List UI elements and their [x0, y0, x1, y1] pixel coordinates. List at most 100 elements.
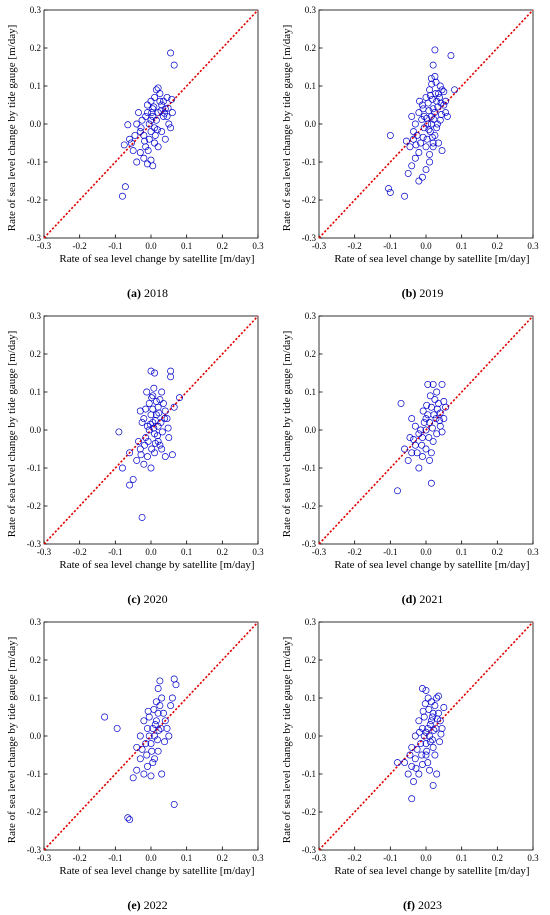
data-point [419, 707, 427, 715]
data-point [148, 445, 156, 453]
x-tick-label: 0.0 [420, 241, 432, 251]
data-point [136, 732, 144, 740]
data-point [135, 437, 142, 445]
caption-year: 2021 [419, 592, 444, 606]
y-tick-label: 0.3 [305, 5, 317, 15]
data-point [421, 700, 429, 708]
data-point [156, 702, 164, 710]
data-point [138, 513, 146, 521]
data-point [438, 86, 446, 94]
data-point [113, 724, 121, 732]
data-point [435, 139, 442, 147]
caption-2021: (d) 2021 [285, 592, 550, 607]
data-point [160, 97, 167, 105]
data-point [404, 770, 412, 778]
data-point [401, 759, 409, 767]
data-point [408, 762, 416, 770]
data-point [155, 409, 163, 417]
y-tick-label: 0.1 [30, 81, 41, 91]
data-point [411, 755, 419, 763]
data-point [149, 162, 157, 170]
data-point [411, 154, 419, 162]
scatter-panel-2021: -0.3 -0.2 -0.1 0.0 0.1 0.2 0.3 -0.3 -0.2 -0.1 0.0 0… [281, 311, 539, 571]
x-tick-label: 0.1 [456, 547, 467, 557]
data-point [165, 434, 173, 442]
data-point [386, 188, 394, 196]
data-point [126, 449, 134, 457]
data-point [140, 131, 148, 139]
data-point [429, 743, 437, 751]
y-tick-label: -0.1 [302, 463, 316, 473]
data-point [154, 143, 162, 151]
data-point [429, 139, 437, 147]
data-point [145, 426, 153, 434]
data-point [149, 724, 157, 732]
data-point [394, 759, 401, 767]
y-axis-label: Rate of sea level change by tide gauge [… [6, 637, 18, 843]
x-axis-label: Rate of sea level change by satellite [m… [334, 559, 529, 571]
data-point [433, 715, 441, 723]
data-point [147, 128, 155, 136]
data-point [430, 411, 438, 419]
caption-2022: (e) 2022 [10, 898, 285, 913]
data-point [147, 464, 155, 472]
data-point [424, 120, 432, 128]
data-point [158, 445, 166, 453]
data-point [424, 724, 432, 732]
y-tick-label: -0.2 [302, 807, 316, 817]
data-point [416, 97, 424, 105]
data-point [418, 441, 426, 449]
data-point [426, 158, 434, 166]
data-point [127, 139, 135, 147]
data-point [133, 158, 141, 166]
data-point [158, 428, 166, 436]
data-point [148, 394, 156, 402]
data-point [140, 770, 148, 778]
x-tick-label: 0.3 [527, 547, 539, 557]
data-point [417, 426, 425, 434]
caption-year: 2020 [143, 592, 168, 606]
data-point [126, 135, 134, 143]
data-point [138, 418, 146, 426]
data-point [140, 154, 148, 162]
data-point [138, 745, 146, 753]
data-point [146, 420, 154, 428]
y-tick-label: 0.0 [305, 731, 317, 741]
y-tick-label: 0.0 [30, 425, 42, 435]
data-point [447, 52, 455, 60]
data-point [168, 694, 176, 702]
data-point [420, 732, 428, 740]
data-point [161, 453, 169, 461]
data-point [428, 95, 436, 103]
data-point [142, 740, 150, 748]
x-tick-label: 0.1 [456, 241, 467, 251]
y-tick-label: 0.1 [305, 693, 316, 703]
data-point [440, 88, 448, 96]
data-point [172, 681, 180, 689]
data-point [145, 713, 153, 721]
data-point [142, 405, 150, 413]
data-point [144, 147, 152, 155]
data-point [425, 434, 433, 442]
data-point [436, 417, 444, 424]
y-tick-label: 0.2 [305, 349, 316, 359]
y-tick-label: 0.0 [305, 119, 317, 129]
data-point [143, 751, 151, 759]
y-tick-label: -0.1 [27, 769, 41, 779]
data-point [429, 61, 437, 69]
data-point [165, 120, 173, 128]
data-point [149, 112, 157, 120]
y-tick-label: -0.3 [27, 233, 42, 243]
data-point [433, 388, 441, 396]
data-point [129, 475, 137, 483]
data-point [133, 456, 141, 464]
y-tick-label: 0.2 [305, 43, 316, 53]
data-point [427, 479, 435, 487]
data-point [411, 120, 419, 128]
data-point [142, 143, 150, 151]
scatter-panel-2022: -0.3 -0.2 -0.1 0.0 0.1 0.2 0.3 -0.3 -0.2 -0.1 0.0 0… [6, 617, 264, 877]
data-point [121, 183, 129, 191]
data-point [412, 141, 420, 149]
data-point [433, 405, 441, 413]
y-axis-label: Rate of sea level change by tide gauge [… [6, 331, 18, 537]
